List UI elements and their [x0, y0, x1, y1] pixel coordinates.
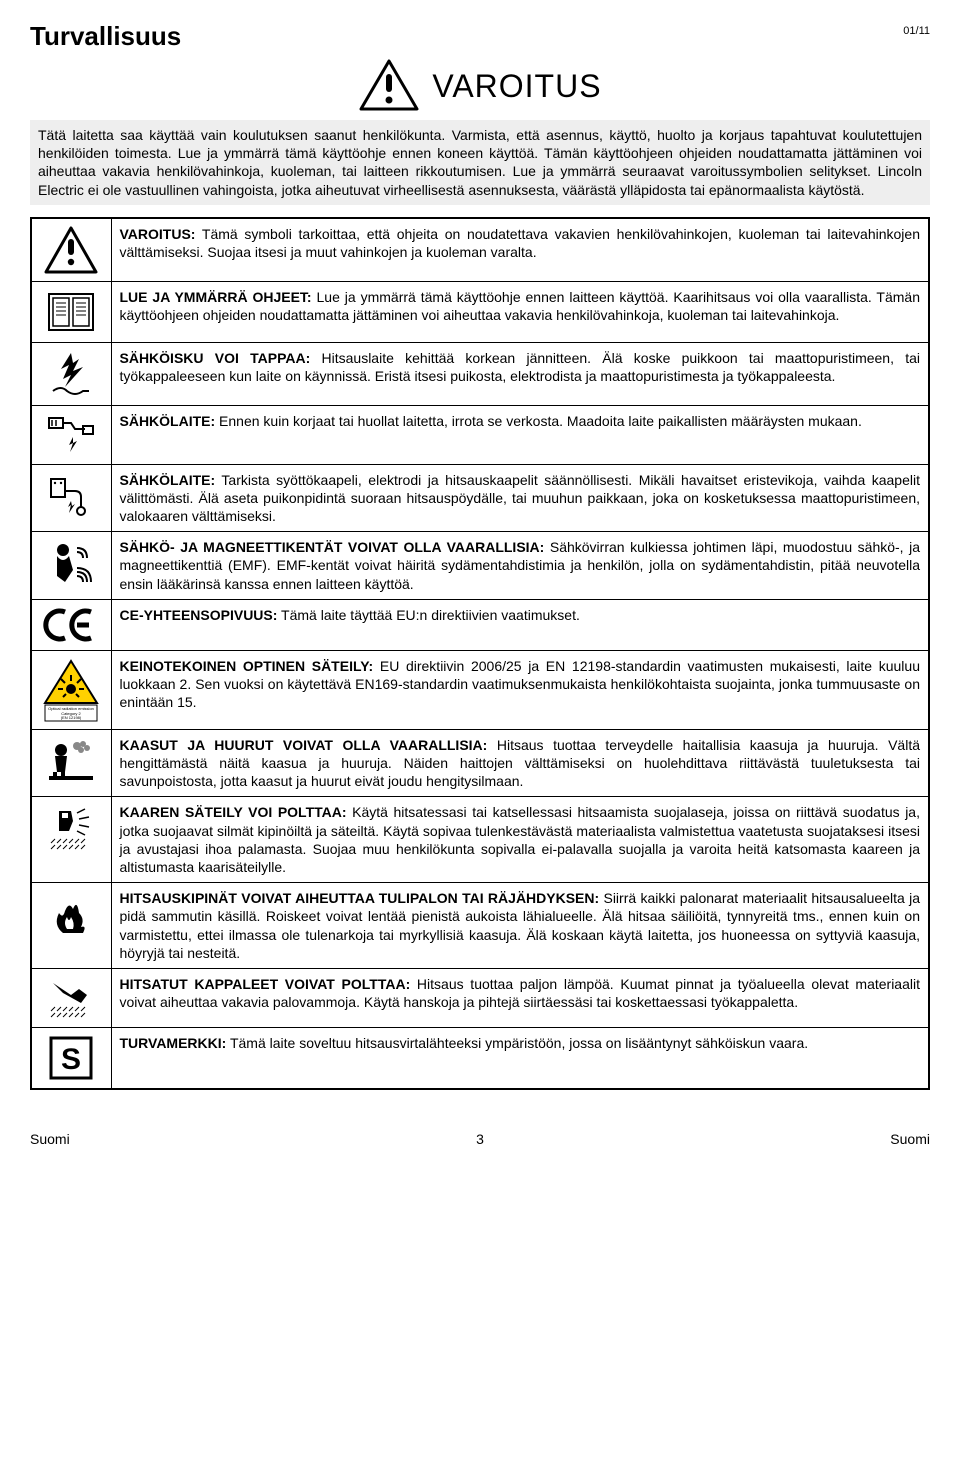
table-row: SÄHKÖLAITE: Tarkista syöttökaapeli, elek… — [31, 464, 929, 532]
safety-s-mark-icon: S — [47, 1034, 95, 1082]
section-label: KEINOTEKOINEN OPTINEN SÄTEILY: — [120, 658, 374, 674]
section-text: SÄHKÖ- JA MAGNEETTIKENTÄT VOIVAT OLLA VA… — [111, 532, 929, 600]
section-body: Ennen kuin korjaat tai huollat laitetta,… — [215, 413, 862, 429]
read-manual-icon — [43, 288, 99, 336]
section-text: CE-YHTEENSOPIVUUS: Tämä laite täyttää EU… — [111, 599, 929, 650]
hot-surface-icon — [43, 975, 99, 1021]
table-row: SÄHKÖLAITE: Ennen kuin korjaat tai huoll… — [31, 405, 929, 464]
icon-cell — [31, 729, 111, 797]
table-row: Optical radiation emission Category 2 (E… — [31, 650, 929, 729]
hero-warning: VAROITUS — [30, 58, 930, 116]
page-ref: 01/11 — [903, 24, 930, 38]
section-text: KAASUT JA HUURUT VOIVAT OLLA VAARALLISIA… — [111, 729, 929, 797]
icon-cell — [31, 218, 111, 282]
ce-mark-icon — [43, 606, 99, 644]
footer-page-number: 3 — [476, 1130, 484, 1148]
check-cables-icon — [43, 471, 99, 521]
warning-triangle-icon — [358, 58, 420, 116]
icon-cell — [31, 281, 111, 342]
fumes-icon — [43, 736, 99, 786]
section-text: HITSATUT KAPPALEET VOIVAT POLTTAA: Hitsa… — [111, 968, 929, 1027]
icon-cell — [31, 405, 111, 464]
section-label: HITSATUT KAPPALEET VOIVAT POLTTAA: — [120, 976, 411, 992]
icon-cell — [31, 464, 111, 532]
section-label: KAASUT JA HUURUT VOIVAT OLLA VAARALLISIA… — [120, 737, 488, 753]
section-label: LUE JA YMMÄRRÄ OHJEET: — [120, 289, 312, 305]
table-row: SÄHKÖ- JA MAGNEETTIKENTÄT VOIVAT OLLA VA… — [31, 532, 929, 600]
section-label: SÄHKÖ- JA MAGNEETTIKENTÄT VOIVAT OLLA VA… — [120, 539, 545, 555]
icon-cell — [31, 968, 111, 1027]
page-footer: Suomi 3 Suomi — [30, 1130, 930, 1148]
section-label: SÄHKÖLAITE: — [120, 413, 216, 429]
footer-right: Suomi — [890, 1130, 930, 1148]
icon-cell — [31, 599, 111, 650]
unplug-icon — [43, 412, 99, 458]
svg-text:S: S — [61, 1043, 81, 1076]
section-text: TURVAMERKKI: Tämä laite soveltuu hitsaus… — [111, 1027, 929, 1089]
optical-radiation-icon: Optical radiation emission Category 2 (E… — [41, 657, 101, 723]
table-row: SÄHKÖISKU VOI TAPPAA: Hitsauslaite kehit… — [31, 342, 929, 405]
table-row: HITSATUT KAPPALEET VOIVAT POLTTAA: Hitsa… — [31, 968, 929, 1027]
emf-icon — [43, 538, 99, 588]
section-label: HITSAUSKIPINÄT VOIVAT AIHEUTTAA TULIPALO… — [120, 890, 600, 906]
section-label: CE-YHTEENSOPIVUUS: — [120, 607, 278, 623]
table-row: LUE JA YMMÄRRÄ OHJEET: Lue ja ymmärrä tä… — [31, 281, 929, 342]
section-text: KEINOTEKOINEN OPTINEN SÄTEILY: EU direkt… — [111, 650, 929, 729]
section-body: Tarkista syöttökaapeli, elektrodi ja hit… — [120, 472, 921, 524]
icon-cell: Optical radiation emission Category 2 (E… — [31, 650, 111, 729]
intro-paragraph: Tätä laitetta saa käyttää vain koulutuks… — [30, 120, 930, 205]
table-row: S TURVAMERKKI: Tämä laite soveltuu hitsa… — [31, 1027, 929, 1089]
section-body: Tämä laite täyttää EU:n direktiivien vaa… — [277, 607, 579, 623]
table-row: KAAREN SÄTEILY VOI POLTTAA: Käytä hitsat… — [31, 797, 929, 883]
section-text: LUE JA YMMÄRRÄ OHJEET: Lue ja ymmärrä tä… — [111, 281, 929, 342]
section-body: Tämä symboli tarkoittaa, että ohjeita on… — [120, 226, 921, 260]
table-row: VAROITUS: Tämä symboli tarkoittaa, että … — [31, 218, 929, 282]
section-text: KAAREN SÄTEILY VOI POLTTAA: Käytä hitsat… — [111, 797, 929, 883]
page-title: Turvallisuus — [30, 20, 181, 54]
section-label: SÄHKÖLAITE: — [120, 472, 216, 488]
section-text: SÄHKÖLAITE: Ennen kuin korjaat tai huoll… — [111, 405, 929, 464]
svg-text:(EN 12198): (EN 12198) — [61, 715, 82, 720]
warning-table: VAROITUS: Tämä symboli tarkoittaa, että … — [30, 217, 930, 1090]
warning-triangle-icon — [43, 225, 99, 275]
section-text: VAROITUS: Tämä symboli tarkoittaa, että … — [111, 218, 929, 282]
table-row: KAASUT JA HUURUT VOIVAT OLLA VAARALLISIA… — [31, 729, 929, 797]
section-label: SÄHKÖISKU VOI TAPPAA: — [120, 350, 311, 366]
section-text: SÄHKÖLAITE: Tarkista syöttökaapeli, elek… — [111, 464, 929, 532]
table-row: CE-YHTEENSOPIVUUS: Tämä laite täyttää EU… — [31, 599, 929, 650]
icon-cell: S — [31, 1027, 111, 1089]
page-header: Turvallisuus 01/11 — [30, 20, 930, 54]
hero-title: VAROITUS — [432, 66, 601, 108]
electric-shock-icon — [43, 349, 99, 399]
fire-explosion-icon — [43, 889, 99, 939]
section-label: KAAREN SÄTEILY VOI POLTTAA: — [120, 804, 347, 820]
footer-left: Suomi — [30, 1130, 70, 1148]
icon-cell — [31, 532, 111, 600]
section-label: VAROITUS: — [120, 226, 196, 242]
section-label: TURVAMERKKI: — [120, 1035, 227, 1051]
icon-cell — [31, 797, 111, 883]
table-row: HITSAUSKIPINÄT VOIVAT AIHEUTTAA TULIPALO… — [31, 883, 929, 969]
section-text: SÄHKÖISKU VOI TAPPAA: Hitsauslaite kehit… — [111, 342, 929, 405]
icon-cell — [31, 342, 111, 405]
section-body: Tämä laite soveltuu hitsausvirtalähteeks… — [226, 1035, 808, 1051]
section-text: HITSAUSKIPINÄT VOIVAT AIHEUTTAA TULIPALO… — [111, 883, 929, 969]
arc-radiation-icon — [43, 803, 99, 857]
icon-cell — [31, 883, 111, 969]
